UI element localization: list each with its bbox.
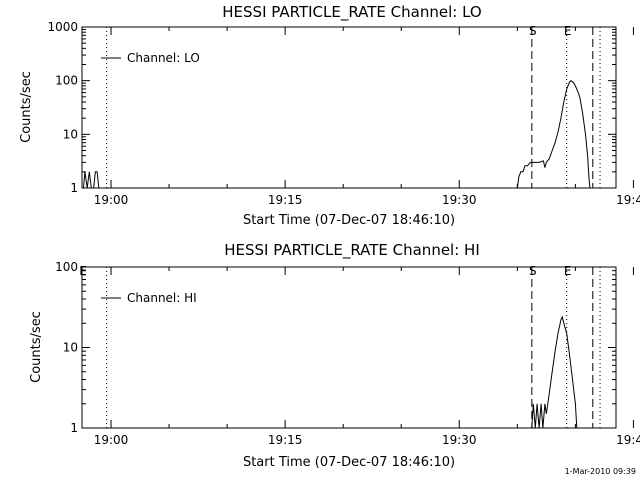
marker-label: E [79, 264, 87, 278]
x-tick-label: 19:00 [94, 193, 129, 207]
marker-label: E [564, 24, 572, 38]
y-tick-label: 100 [55, 260, 78, 274]
x-tick-label: 19:45 [616, 433, 640, 447]
chart-lo-y-ticks: 1 10 100 1000 [47, 20, 616, 195]
x-tick-label: 19:45 [616, 193, 640, 207]
chart-hi: HESSI PARTICLE_RATE Channel: HI 1 10 100 1… [29, 241, 640, 470]
chart-hi-xlabel: Start Time (07-Dec-07 18:46:10) [243, 455, 455, 470]
chart-lo-series-line [83, 80, 591, 189]
chart-lo: HESSI PARTICLE_RATE Channel: LO 1 10 100 10… [19, 3, 640, 228]
chart-lo-xlabel: Start Time (07-Dec-07 18:46:10) [243, 213, 455, 228]
chart-hi-ylabel: Counts/sec [29, 311, 44, 383]
x-tick-label: 19:15 [268, 433, 303, 447]
y-tick-label: 1000 [47, 20, 78, 34]
chart-lo-title: HESSI PARTICLE_RATE Channel: LO [222, 3, 481, 22]
chart-hi-legend-label: Channel: HI [127, 291, 197, 305]
marker-label: S [529, 24, 537, 38]
x-tick-label: 19:30 [442, 433, 477, 447]
chart-lo-ylabel: Counts/sec [19, 71, 34, 143]
y-tick-label: 100 [55, 74, 78, 88]
y-tick-label: 1 [70, 421, 78, 435]
marker-label: E [564, 264, 572, 278]
footer-timestamp: 1-Mar-2010 09:39 [565, 467, 636, 476]
y-tick-label: 10 [63, 127, 78, 141]
chart-lo-legend-label: Channel: LO [127, 51, 200, 65]
chart-hi-series-line [531, 315, 578, 429]
x-tick-label: 19:15 [268, 193, 303, 207]
y-tick-label: 10 [63, 341, 78, 355]
chart-lo-frame [81, 26, 617, 189]
marker-label: S [529, 264, 537, 278]
x-tick-label: 19:00 [94, 433, 129, 447]
x-tick-label: 19:30 [442, 193, 477, 207]
chart-hi-title: HESSI PARTICLE_RATE Channel: HI [224, 241, 480, 260]
y-tick-label: 1 [70, 181, 78, 195]
chart-hi-y-ticks: 1 10 100 [55, 260, 616, 435]
